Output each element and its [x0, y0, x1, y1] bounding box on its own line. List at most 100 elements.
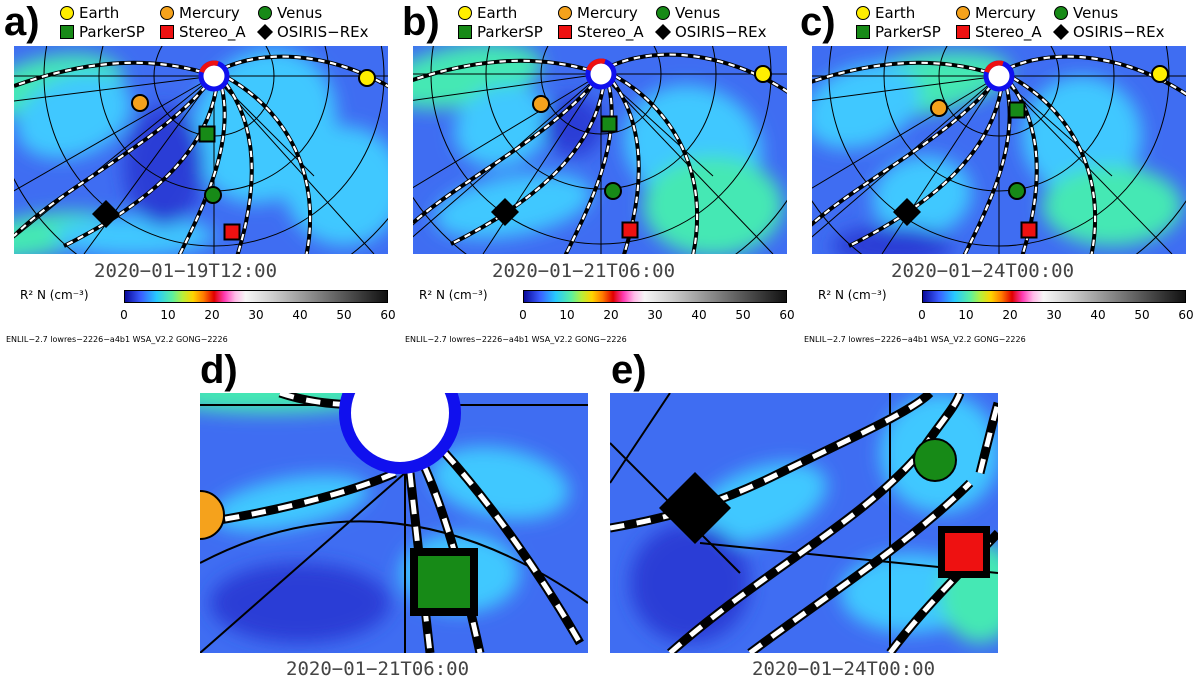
legend-item-parkersp: ParkerSP [458, 23, 543, 41]
circle-marker-icon [558, 6, 572, 20]
sun-icon-red-arc [984, 60, 1004, 74]
date-stamp-a: 2020−01−19T12:00 [94, 260, 278, 282]
stereo-a-marker [1020, 221, 1038, 239]
earth-marker [358, 69, 376, 87]
colorbar-tick: 60 [779, 308, 795, 322]
radial-line [812, 75, 1000, 189]
radial-line [482, 73, 602, 254]
radial-line [14, 75, 215, 102]
map-panel-a [14, 46, 388, 254]
parker-solar-probe-marker [1008, 101, 1026, 119]
legend-item-stereo-a: Stereo_A [160, 23, 246, 41]
sun-icon [339, 393, 461, 474]
panel-label-e: e) [611, 348, 647, 392]
magnetic-field-spiral-dash [963, 87, 1011, 254]
radial-line [14, 75, 215, 239]
mercury-marker [131, 94, 149, 112]
magnetic-field-spiral-dash [848, 89, 1003, 247]
radial-line [881, 75, 1000, 254]
colorbar-c: R² N (cm⁻³) 0 10 20 30 40 50 60 [818, 288, 1198, 328]
date-stamp-e: 2020−01−24T00:00 [752, 658, 936, 680]
circle-marker-icon [956, 6, 970, 20]
panel-label-d: d) [200, 348, 238, 392]
legend-label: Earth [79, 4, 120, 22]
date-stamp-b: 2020−01−21T06:00 [492, 260, 676, 282]
circle-marker-icon [160, 6, 174, 20]
magnetic-field-spiral-dash [450, 87, 605, 245]
legend-item-mercury: Mercury [956, 4, 1036, 22]
map-panel-d [200, 393, 588, 653]
legend-label: OSIRIS−REx [277, 23, 369, 41]
legend-item-mercury: Mercury [160, 4, 240, 22]
colorbar-tick: 10 [160, 308, 176, 322]
sun-icon-red-arc [199, 60, 219, 74]
colorbar-b: R² N (cm⁻³) 0 10 20 30 40 50 60 [419, 288, 799, 328]
radial-line [812, 75, 1000, 102]
magnetic-field-spiral-dash [812, 85, 992, 226]
earth-marker [1151, 65, 1169, 83]
magnetic-field-spiral-dash [413, 83, 594, 225]
legend-item-venus: Venus [656, 4, 720, 22]
mercury-marker [532, 95, 550, 113]
legend-label: Stereo_A [179, 23, 246, 41]
legend-label: Mercury [179, 4, 240, 22]
osiris-rex-marker [893, 198, 921, 226]
legend-item-parkersp: ParkerSP [60, 23, 145, 41]
legend-item-earth: Earth [458, 4, 517, 22]
radial-line [14, 75, 215, 192]
venus-marker [1008, 182, 1026, 200]
colorbar-tick: 10 [958, 308, 974, 322]
magnetic-field-spiral [611, 80, 641, 254]
legend-label: Stereo_A [577, 23, 644, 41]
colorbar-tick: 0 [120, 308, 128, 322]
colorbar-tick: 60 [380, 308, 396, 322]
magnetic-field-spiral-dash [443, 451, 583, 645]
colorbar-tick: 50 [336, 308, 352, 322]
legend-label: Venus [675, 4, 721, 22]
colorbar-a: R² N (cm⁻³) 0 10 20 30 40 50 60 [20, 288, 400, 328]
square-marker-icon [60, 25, 74, 39]
parker-solar-probe-marker [416, 554, 472, 610]
osiris-rex-marker [92, 200, 120, 228]
legend-label: ParkerSP [79, 23, 145, 41]
colorbar-tick: 30 [248, 308, 264, 322]
legend-item-stereo-a: Stereo_A [558, 23, 644, 41]
diamond-marker-icon [257, 24, 273, 40]
legend-label: Earth [477, 4, 518, 22]
legend-item-osiris-rex: OSIRIS−REx [1053, 23, 1164, 41]
venus-marker [204, 186, 222, 204]
colorbar-tick: 20 [204, 308, 220, 322]
radial-line [200, 472, 406, 653]
magnetic-field-spiral-dash [200, 470, 397, 526]
diamond-marker-icon [655, 24, 671, 40]
circle-marker-icon [1054, 6, 1068, 20]
colorbar-title: R² N (cm⁻³) [419, 288, 488, 302]
magnetic-field-spiral-dash [1012, 77, 1097, 254]
circle-marker-icon [656, 6, 670, 20]
legend-item-osiris-rex: OSIRIS−REx [257, 23, 369, 41]
circle-marker-icon [856, 6, 870, 20]
legend-label: OSIRIS−REx [675, 23, 767, 41]
circle-marker-icon [458, 6, 472, 20]
magnetic-field-spiral-dash [178, 87, 226, 254]
colorbar-tick: 20 [603, 308, 619, 322]
panel-label-a: a) [4, 0, 40, 44]
legend-label: Venus [1073, 4, 1119, 22]
colorbar-tick: 30 [1046, 308, 1062, 322]
date-stamp-c: 2020−01−24T00:00 [891, 260, 1075, 282]
map-svg-a [14, 46, 388, 254]
model-footer-a: ENLIL−2.7 lowres−2226−a4b1 WSA_V2.2 GONG… [6, 335, 228, 344]
magnetic-field-spiral-dash [748, 481, 972, 653]
legend-item-osiris-rex: OSIRIS−REx [655, 23, 767, 41]
sun-icon-red-arc [586, 58, 606, 72]
legend-item-earth: Earth [60, 4, 119, 22]
square-marker-icon [458, 25, 472, 39]
model-footer-c: ENLIL−2.7 lowres−2226−a4b1 WSA_V2.2 GONG… [804, 335, 1026, 344]
colorbar-tick: 40 [1090, 308, 1106, 322]
colorbar-tick: 40 [691, 308, 707, 322]
colorbar-tick: 0 [918, 308, 926, 322]
magnetic-field-spiral-dash [610, 393, 932, 531]
venus-marker [913, 438, 957, 482]
legend-item-venus: Venus [258, 4, 322, 22]
colorbar-tick: 30 [647, 308, 663, 322]
